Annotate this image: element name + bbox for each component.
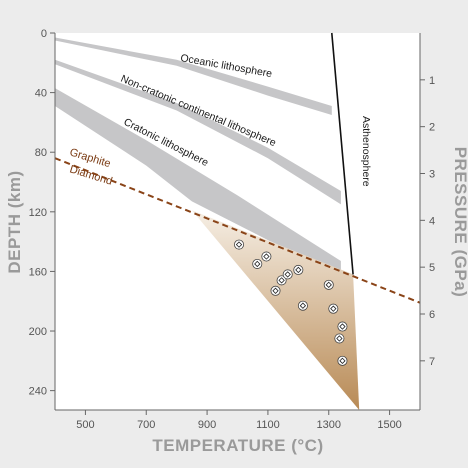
diamond-point [334, 333, 345, 344]
diamond-point [337, 355, 348, 366]
diamond-point-marker [299, 302, 307, 309]
x-axis-title: TEMPERATURE (°C) [152, 436, 323, 455]
y2-tick-label: 7 [429, 356, 435, 368]
asthenosphere-label: Asthenosphere [360, 116, 372, 187]
diamond-point [234, 239, 245, 250]
y-tick-label: 80 [35, 147, 47, 159]
y-tick-label: 40 [35, 88, 47, 100]
y2-tick-label: 6 [429, 309, 435, 321]
x-tick-label: 1500 [377, 419, 401, 431]
diamond-point [276, 275, 287, 286]
y2-tick-label: 5 [429, 262, 435, 274]
diamond-point-circle [297, 300, 308, 311]
boundary-lines [54, 32, 421, 304]
diamond-point [297, 300, 308, 311]
diamond-stability-field [191, 210, 360, 410]
x-tick-label: 1100 [256, 419, 280, 431]
diamond-point [252, 258, 263, 269]
y-axis-title: DEPTH (km) [5, 170, 24, 273]
y2-tick-label: 4 [429, 215, 435, 227]
x-tick-label: 500 [76, 419, 94, 431]
y2-tick-label: 1 [429, 75, 435, 87]
diamond-point-marker [284, 271, 291, 278]
diamond-point-marker [339, 357, 346, 364]
diamond-point-circle [252, 258, 263, 269]
diamond-point [328, 303, 339, 314]
diamond-point-circle [270, 285, 281, 296]
cratonic-lithosphere-band [55, 88, 341, 273]
diamond-point-circle [282, 269, 293, 280]
diamond-point-circle [337, 321, 348, 332]
diamond-point [293, 264, 304, 275]
diamond-point-marker [235, 241, 243, 248]
diamond-point [282, 269, 293, 280]
diamond-point-circle [323, 279, 334, 290]
diamond-point-marker [295, 266, 302, 274]
lithosphere-bands [55, 37, 341, 273]
diamond-point [270, 285, 281, 296]
diamond-point-circle [234, 239, 245, 250]
diamond-point-marker [325, 281, 332, 288]
diamond-point-marker [330, 305, 337, 312]
y-tick-label: 240 [29, 386, 47, 398]
diamond-point [323, 279, 334, 290]
diamond-point [337, 321, 348, 332]
y-tick-label: 200 [29, 326, 47, 338]
diamond-inclusion-points [234, 239, 348, 366]
diamond-point-circle [276, 275, 287, 286]
diamond-point-marker [254, 260, 261, 268]
y2-axis-title: PRESSURE (GPa) [451, 147, 468, 298]
diamond-point-circle [293, 264, 304, 275]
oceanic-lithosphere-band [55, 37, 332, 115]
graphite-diamond-boundary [54, 157, 421, 304]
diamond-point-marker [336, 335, 343, 342]
diamond-point-marker [339, 323, 346, 330]
y2-tick-label: 2 [429, 122, 435, 134]
y2-tick-label: 3 [429, 168, 435, 180]
asthenosphere-line [330, 32, 354, 275]
x-tick-label: 900 [198, 419, 216, 431]
diamond-point-circle [337, 355, 348, 366]
y-tick-label: 160 [29, 266, 47, 278]
x-tick-label: 1300 [317, 419, 341, 431]
axes: 500 700 900 1100 1300 1500 0 40 80 120 160 200 240 1 2… [29, 28, 435, 431]
diamond-point [261, 251, 272, 262]
x-tick-label: 700 [137, 419, 155, 431]
diamond-point-circle [334, 333, 345, 344]
diamond-point-marker [272, 287, 279, 294]
y-tick-label: 0 [41, 28, 47, 40]
diamond-point-marker [263, 253, 270, 260]
diamond-point-circle [328, 303, 339, 314]
diamond-point-marker [278, 277, 285, 284]
non-cratonic-lithosphere-band [55, 59, 341, 205]
diamond-field-area [191, 210, 360, 410]
diamond-point-circle [261, 251, 272, 262]
y-tick-label: 120 [29, 207, 47, 219]
